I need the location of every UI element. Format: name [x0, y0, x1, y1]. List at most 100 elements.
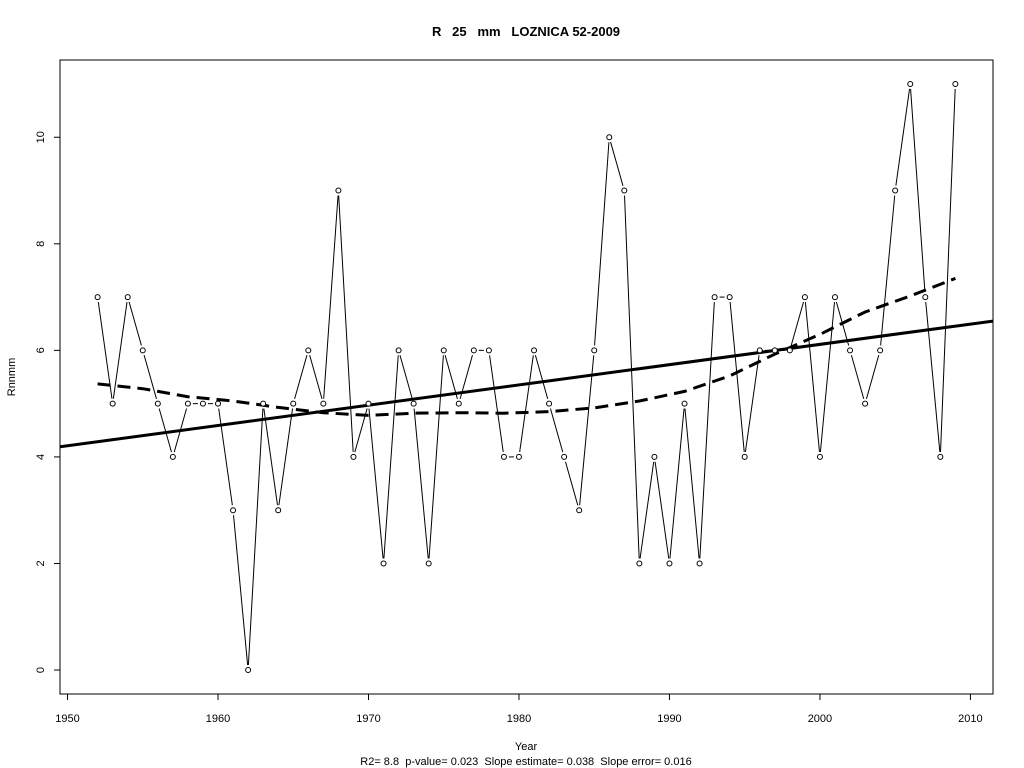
data-point: [215, 400, 222, 407]
smoothed-trend-line: [97, 277, 956, 417]
data-point: [169, 453, 176, 460]
series-segment: [309, 355, 323, 399]
x-tick-label: 1980: [507, 713, 531, 725]
series-segment: [233, 515, 249, 666]
series-segment: [323, 195, 339, 399]
data-point: [636, 560, 643, 567]
series-segment: [910, 88, 926, 293]
data-point: [515, 453, 522, 460]
series-segment: [804, 302, 820, 452]
x-tick-label: 1950: [55, 713, 79, 725]
series-segment: [895, 88, 911, 186]
y-tick-label: 10: [35, 131, 47, 143]
plot-frame: [59, 59, 994, 695]
data-point: [621, 187, 628, 194]
data-point: [230, 507, 237, 514]
series-segment: [128, 301, 142, 346]
data-point: [892, 187, 899, 194]
series-segment: [413, 408, 429, 559]
y-tick-label: 0: [35, 667, 47, 673]
series-segment: [790, 301, 805, 346]
y-tick-label: 8: [35, 241, 47, 247]
data-point: [786, 347, 793, 354]
data-point: [335, 187, 342, 194]
data-point: [184, 400, 191, 407]
data-point: [726, 294, 733, 301]
x-tick-label: 2010: [958, 713, 982, 725]
data-point: [877, 347, 884, 354]
x-axis-label: Year: [515, 741, 538, 753]
data-point: [440, 347, 447, 354]
data-point: [245, 667, 252, 674]
series-segment: [940, 88, 956, 452]
data-point: [561, 453, 568, 460]
data-point: [771, 347, 778, 354]
series-segment: [143, 355, 157, 399]
series-segment: [294, 355, 308, 399]
series-segment: [278, 408, 294, 506]
y-tick-label: 6: [35, 347, 47, 353]
stats-subtitle: R2= 8.8 p-value= 0.023 Slope estimate= 0…: [360, 756, 691, 768]
series-segment: [368, 408, 384, 559]
series-segment: [534, 355, 549, 399]
series-segment: [97, 301, 113, 399]
data-point: [741, 453, 748, 460]
series-segment: [594, 142, 610, 346]
plot-area: [60, 80, 993, 674]
data-point: [260, 400, 267, 407]
data-point: [199, 400, 206, 407]
data-point: [651, 453, 658, 460]
axes: 1950 1960 1970 1980 1990 2000 2010 0 2 4 6 8 10: [35, 131, 983, 725]
x-tick-label: 1970: [356, 713, 380, 725]
series-segment: [383, 355, 399, 559]
data-point: [139, 347, 146, 354]
series-segment: [263, 408, 278, 506]
series-segment: [112, 301, 128, 399]
data-point: [124, 294, 131, 301]
data-point: [546, 400, 553, 407]
series-segment: [549, 408, 564, 453]
x-tick-label: 1990: [657, 713, 681, 725]
series-segment: [639, 461, 655, 559]
y-tick-label: 2: [35, 560, 47, 566]
data-point: [606, 134, 613, 141]
data-point: [952, 80, 959, 87]
series-segment: [338, 195, 354, 452]
data-point: [531, 347, 538, 354]
data-point: [831, 294, 838, 301]
data-point: [305, 347, 312, 354]
data-point: [816, 453, 823, 460]
series-segment: [610, 141, 624, 186]
data-point: [425, 560, 432, 567]
data-point: [500, 453, 507, 460]
series-segment: [654, 461, 670, 559]
x-tick-label: 2000: [808, 713, 832, 725]
data-point: [320, 400, 327, 407]
data-point: [937, 453, 944, 460]
data-point: [922, 294, 929, 301]
series-segment: [399, 355, 413, 399]
series-segment: [880, 195, 896, 346]
data-point: [470, 347, 477, 354]
series-segment: [744, 355, 760, 453]
series-segment: [158, 408, 172, 453]
data-point: [94, 294, 101, 301]
data-point: [801, 294, 808, 301]
data-point: [485, 347, 492, 354]
series-segment: [579, 355, 595, 506]
series-segment: [247, 408, 264, 666]
y-tick-label: 4: [35, 454, 47, 460]
series-segment: [428, 355, 444, 559]
data-point: [290, 400, 297, 407]
series-segment: [729, 302, 745, 452]
data-point: [365, 400, 372, 407]
series-segment: [624, 195, 640, 559]
series-segment: [489, 355, 504, 453]
series-segment: [850, 355, 865, 399]
x-tick-label: 1960: [206, 713, 230, 725]
series-segment: [519, 355, 534, 453]
data-point: [576, 507, 583, 514]
data-point: [410, 400, 417, 407]
data-point: [711, 294, 718, 301]
